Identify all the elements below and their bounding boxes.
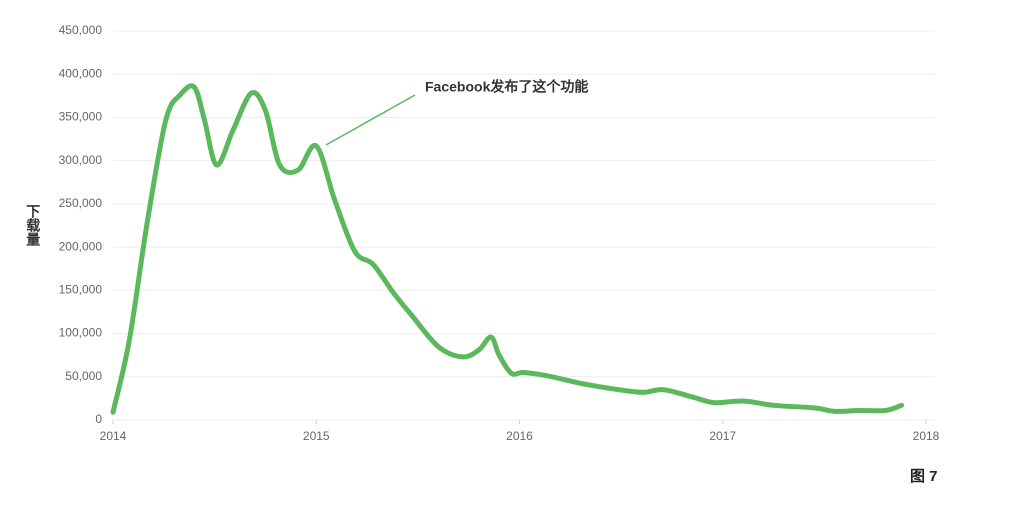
y-tick-label: 100,000 xyxy=(59,326,103,340)
x-tick-label: 2018 xyxy=(913,429,940,443)
annotation-arrow xyxy=(325,94,416,146)
x-tick-label: 2015 xyxy=(303,429,330,443)
y-tick-label: 50,000 xyxy=(65,369,102,383)
data-line xyxy=(110,83,905,415)
y-tick-label: 400,000 xyxy=(59,66,103,80)
y-tick-label: 300,000 xyxy=(59,153,103,167)
x-tick-label: 2017 xyxy=(709,429,736,443)
y-axis-label: 下载量 xyxy=(25,204,41,247)
annotation: Facebook发布了这个功能 xyxy=(425,79,588,95)
y-tick-label: 350,000 xyxy=(59,110,103,124)
y-tick-label: 0 xyxy=(95,412,102,426)
figure-label: 图 7 xyxy=(910,468,938,485)
x-tick-label: 2014 xyxy=(100,429,127,443)
y-tick-label: 250,000 xyxy=(59,196,103,210)
y-tick-label: 450,000 xyxy=(59,23,103,37)
y-tick-label: 150,000 xyxy=(59,283,103,297)
y-tick-label: 200,000 xyxy=(59,239,103,253)
x-tick-label: 2016 xyxy=(506,429,533,443)
